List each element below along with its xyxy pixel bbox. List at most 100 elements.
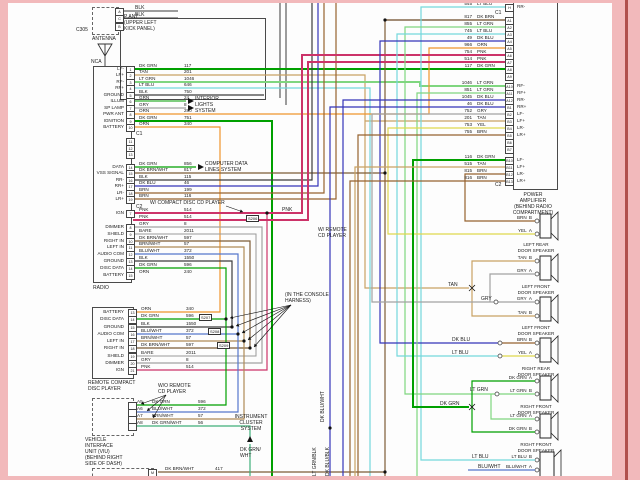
circuit-number-label: 57 <box>198 413 204 418</box>
amplifier-title: COMPARTMENT) <box>512 210 554 216</box>
note-wo-remote-cd: CD PLAYER <box>158 389 186 395</box>
wire-brn <box>133 3 337 200</box>
circuit-number-label: 514 <box>464 56 472 61</box>
wire-color-label: DK BLU/WHT <box>320 391 326 422</box>
inline-connector <box>534 378 540 384</box>
splice-dot <box>236 332 240 336</box>
circuit-number-label: 817 <box>184 167 192 172</box>
splice-dot <box>383 470 387 474</box>
wire-color-label: GRY <box>139 102 149 107</box>
pin-signal-label: IGN <box>115 367 124 372</box>
pin-signal-label: LF+ <box>517 118 526 123</box>
pin-signal-label: LF+ <box>517 164 526 169</box>
note-interior-lights: SYSTEM <box>195 108 216 114</box>
pin-terminal: 18 <box>128 345 137 353</box>
splice-label: S207 <box>199 314 213 321</box>
frame-bottom <box>0 476 640 480</box>
circuit-number-label: 49 <box>466 35 472 40</box>
circuit-number-label: 815 <box>464 168 472 173</box>
speaker-pin-label: GRY A <box>516 296 532 301</box>
pin-terminal: 21 <box>128 367 137 375</box>
amplifier-title: (BEHIND RADIO <box>514 204 552 210</box>
circuit-number-label: 201 <box>184 69 192 74</box>
connector-ref: C305 <box>76 27 88 33</box>
speaker-icon <box>539 411 559 441</box>
amplifier-title: POWER <box>523 192 543 198</box>
note-computer-data: LINES SYSTEM <box>205 167 242 173</box>
pin-terminal: 14 <box>128 316 137 324</box>
wire-lt-blu <box>133 87 371 476</box>
inline-connector <box>534 467 540 473</box>
pin-signal-label: IGN <box>115 210 124 215</box>
circuit-number-label: 117 <box>184 63 192 68</box>
speaker-pin-label: LT BLU B <box>511 454 532 459</box>
circuit-number-label: 116 <box>184 193 192 198</box>
wire-gry <box>133 226 263 364</box>
frame-left <box>0 0 8 480</box>
wire-color-label: LT GRN/BLK <box>312 447 318 476</box>
splice-dot <box>383 18 387 22</box>
speaker-pin-label: YEL A <box>517 350 532 355</box>
note-interior-lights: INTERIOR <box>195 96 219 102</box>
leader-arrowhead <box>141 401 145 405</box>
inline-connector <box>534 340 540 346</box>
leader-arrowhead <box>242 330 246 334</box>
wire-color-label: DK BLU <box>477 35 494 40</box>
wire-color-label: ORN <box>139 121 150 126</box>
pin-signal-label: BATTERY <box>103 309 124 314</box>
wire-color-label: DK GRN <box>141 313 159 318</box>
flow-arrow <box>188 98 194 104</box>
viu-title: SIDE OF DASH) <box>85 461 122 467</box>
leader-line <box>140 394 167 405</box>
frame-top <box>0 0 640 3</box>
speaker-pin-label: GRY A <box>516 268 532 273</box>
speaker-name: DOOR SPEAKER <box>517 410 555 415</box>
cd-player-title: DISC PLAYER <box>88 386 121 392</box>
connector-c2-label: C2 <box>495 182 502 188</box>
splice-label: S208 <box>208 328 222 335</box>
pin-terminal: H <box>505 4 514 12</box>
circuit-number-label: 417 <box>215 466 223 471</box>
leader-line <box>247 304 292 341</box>
pin-signal-label: RF- <box>116 79 124 84</box>
wire-color-label: DK BLU <box>452 337 471 343</box>
pin-signal-label: BATTERY <box>103 272 124 277</box>
speaker-pin-label: BLU/WHT A <box>505 464 532 469</box>
pin-signal-label: SHIELD <box>107 353 124 358</box>
speaker-pin-label: YEL A <box>517 228 532 233</box>
pin-signal-label: RF+ <box>517 90 526 95</box>
pin-signal-label: SHIELD <box>107 231 124 236</box>
speaker-icon <box>539 253 559 283</box>
speaker-name: DOOR SPEAKER <box>517 448 555 453</box>
pin-signal-label: LR- <box>517 125 525 130</box>
circuit-number-label: 755 <box>464 129 472 134</box>
circuit-number-label: 240 <box>184 269 192 274</box>
antenna-label: ANTENNA <box>92 36 116 42</box>
wire-pnk <box>136 213 268 371</box>
wire-color-label: DK BLU/BLK <box>325 447 331 476</box>
pin-terminal: 13 <box>126 151 135 159</box>
wire-color-label: BLK <box>135 12 145 18</box>
wire-brn-wht <box>133 246 245 342</box>
wire-color-label: LT GRN <box>470 387 488 393</box>
circuit-number-label: 751 <box>184 115 192 120</box>
speaker-pin-label: DK GRN B <box>508 426 532 431</box>
wire-color-label: PNK <box>139 214 149 219</box>
splice-dot <box>248 346 252 350</box>
viu-title: UNIT (VIU) <box>85 449 110 455</box>
inline-connector <box>494 391 500 397</box>
pin-signal-label: GROUND <box>103 92 124 97</box>
wire-color-label: BRN/WHT <box>152 413 174 418</box>
pin-terminal: C <box>115 15 124 23</box>
speaker-icon <box>539 211 559 241</box>
pin-signal-label: LR- <box>116 190 124 195</box>
circuit-number-label: 116 <box>464 154 472 159</box>
wire-color-label: BRN <box>477 168 487 173</box>
splice-dot <box>224 317 228 321</box>
wire-lt-grn <box>133 81 506 87</box>
pin-signal-label: LF+ <box>115 72 124 77</box>
pin-signal-label: BATTERY <box>103 124 124 129</box>
wire-color-label: DK BLU <box>139 180 156 185</box>
wire-dk-grn <box>133 267 227 320</box>
